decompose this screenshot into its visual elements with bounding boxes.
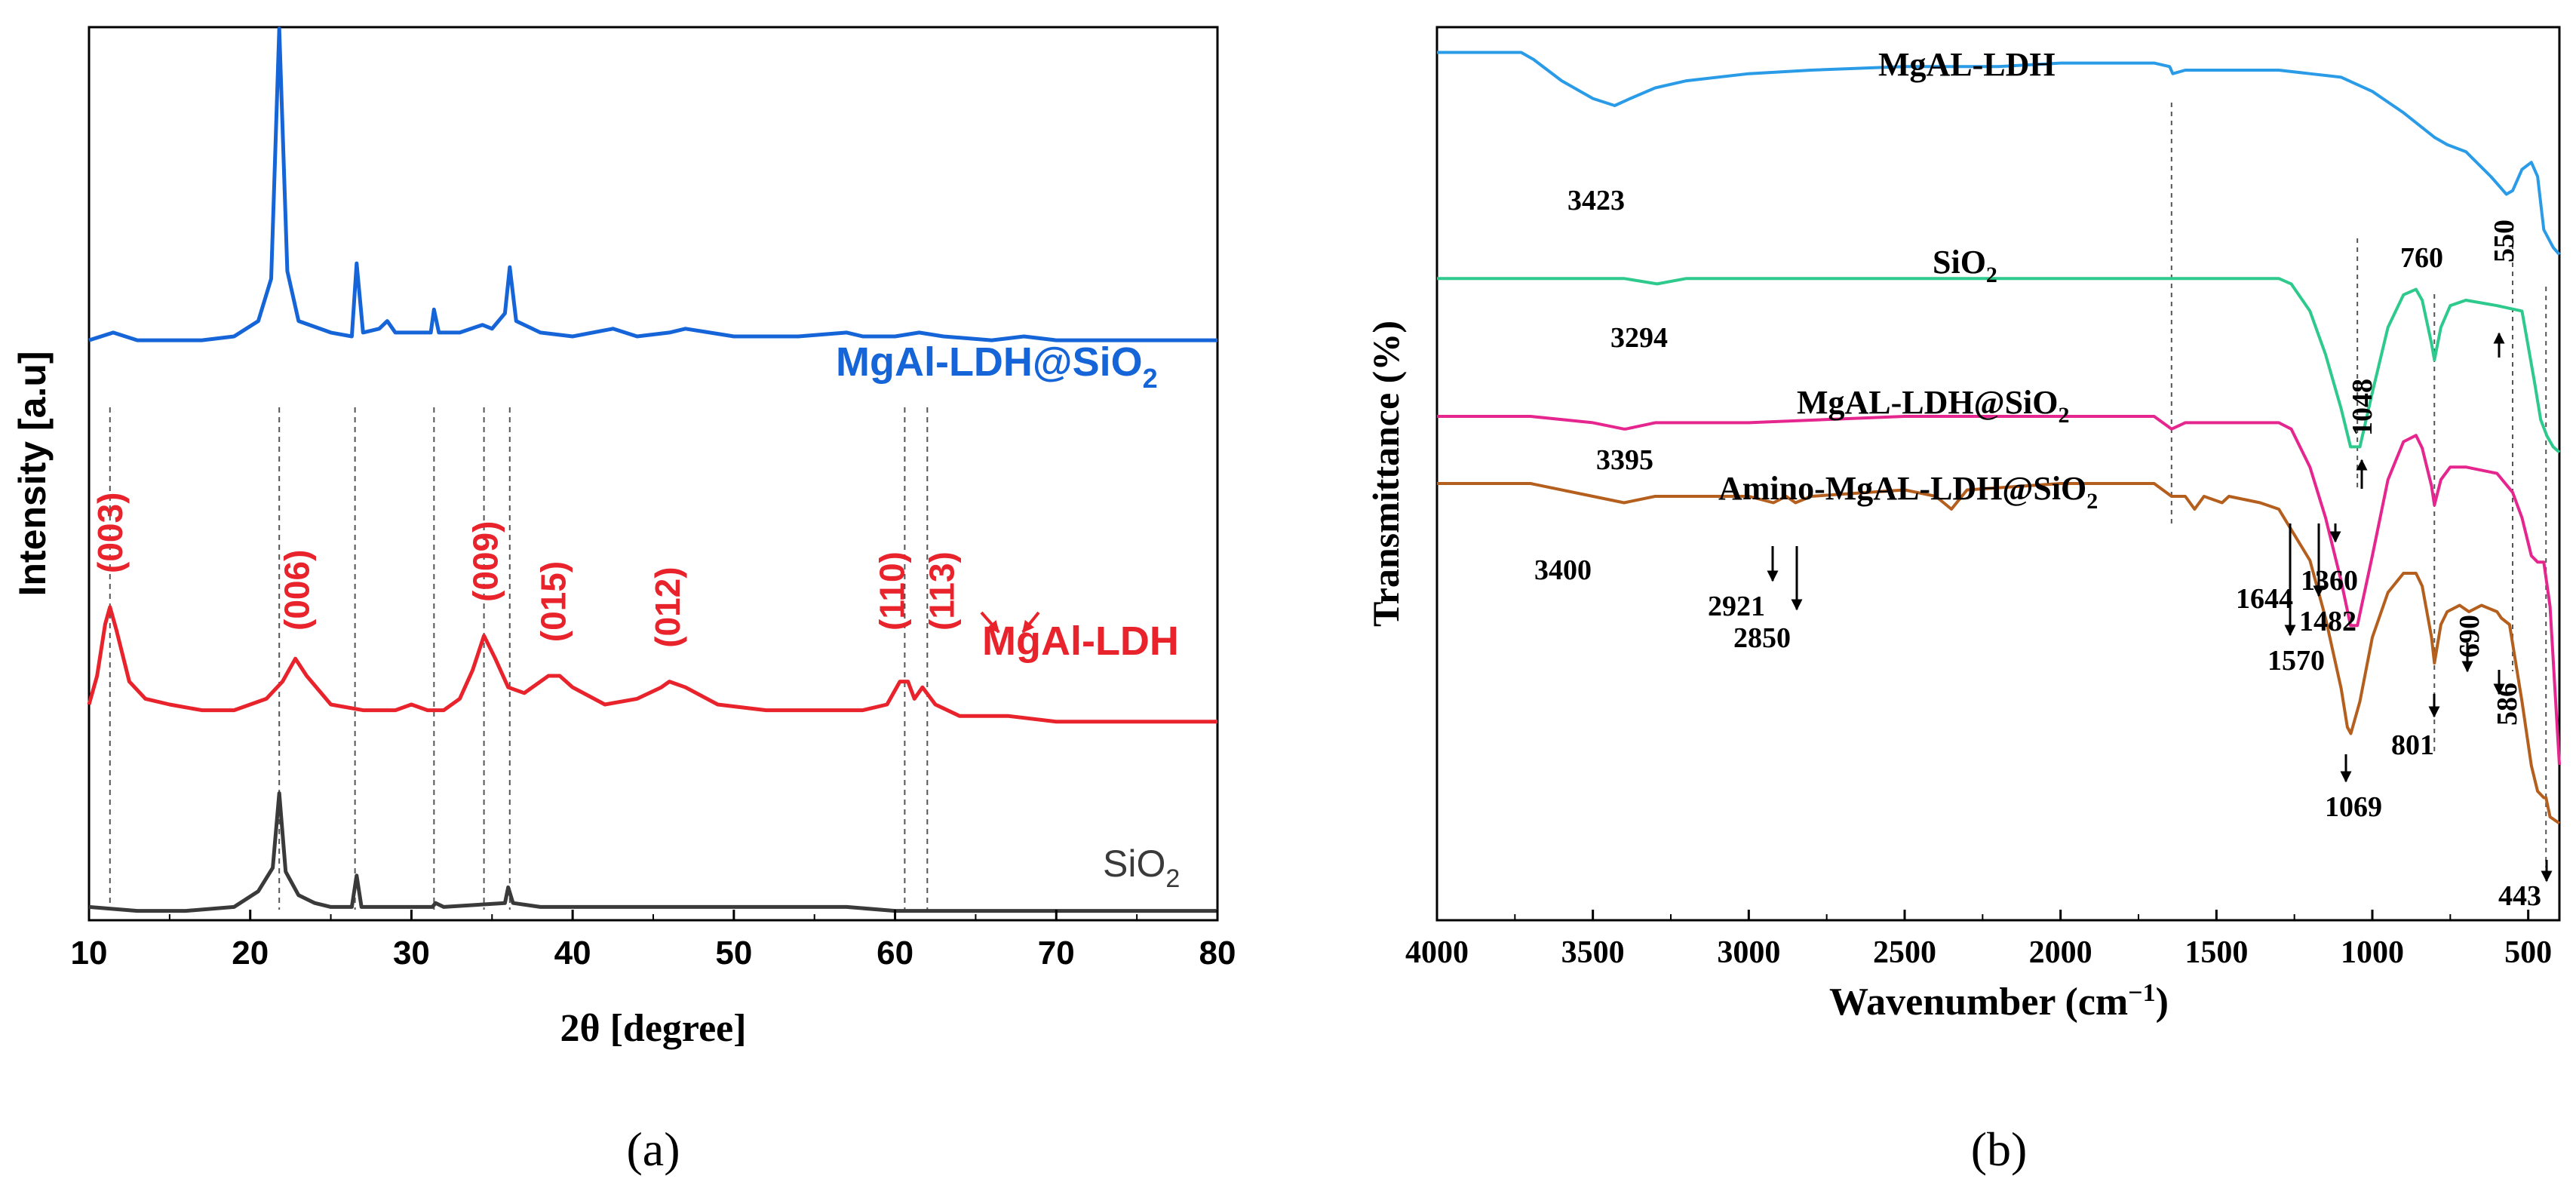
peak-label: (110) xyxy=(872,551,911,631)
band-label-586: 586 xyxy=(2492,683,2523,726)
panel-b-x-tick-label: 3500 xyxy=(1561,935,1625,970)
band-label-1360: 1360 xyxy=(2301,565,2358,597)
panel-b-y-axis-label: Transmittance (%) xyxy=(1365,321,1407,627)
panel-b-series-label-1: MgAL-LDH xyxy=(1878,46,2056,83)
peak-label: (113) xyxy=(923,551,962,631)
panel-a-plot-frame xyxy=(88,26,1219,922)
panel-b-x-tick-label: 1500 xyxy=(2185,935,2248,970)
peak-arrow-110 xyxy=(980,611,1000,634)
panel-a-guide-lines xyxy=(109,407,929,910)
panel-b-plot-frame xyxy=(1435,26,2561,922)
band-label-3423: 3423 xyxy=(1567,185,1625,216)
band-label-801: 801 xyxy=(2391,729,2434,761)
series-sio2-line xyxy=(1437,277,2561,454)
series-sio2-line xyxy=(88,791,1217,913)
panel-b-x-tick-label: 500 xyxy=(2504,935,2552,970)
band-label-2921: 2921 xyxy=(1708,591,1765,622)
panel-b-arrows xyxy=(1767,332,2553,883)
band-label-1048: 1048 xyxy=(2347,379,2378,436)
band-label-1644: 1644 xyxy=(2236,583,2293,615)
panel-a-x-tick-label: 20 xyxy=(232,935,269,972)
panel-a-caption: (a) xyxy=(626,1122,680,1176)
panel-a-peak-labels: (003) (006) (009) (015) (012) (110) (113) xyxy=(91,493,962,648)
panel-a-x-tick-label: 50 xyxy=(715,935,752,972)
peak-arrow-113 xyxy=(1021,611,1040,634)
panel-b-x-axis: 4000 3500 3000 2500 2000 1500 1000 500 xyxy=(1405,910,2552,970)
panel-a-series-group xyxy=(87,26,1217,913)
panel-b-series-label-2: SiO2 xyxy=(1933,244,1997,287)
panel-b-x-tick-label: 2000 xyxy=(2029,935,2092,970)
peak-label: (003) xyxy=(91,493,130,573)
panel-a-series-label-1: MgAl-LDH@SiO2 xyxy=(836,339,1158,394)
panel-a-x-axis: 10 20 30 40 50 60 70 80 xyxy=(71,910,1236,972)
panel-b-ftir-chart: 4000 3500 3000 2500 2000 1500 1000 500 MgAL-LDH… xyxy=(1365,26,2561,1176)
panel-b-series-group xyxy=(1437,51,2561,825)
panel-a-x-tick-label: 60 xyxy=(877,935,913,972)
series-amino-mgal-ldh-sio2-line xyxy=(1437,482,2561,825)
peak-label: (009) xyxy=(466,521,505,602)
panel-a-x-tick-label: 70 xyxy=(1038,935,1075,972)
panel-a-series-label-2: MgAl-LDH xyxy=(982,619,1179,664)
series-mgal-ldh-sio2-line xyxy=(1437,415,2561,766)
panel-b-x-axis-label: Wavenumber (cm−1) xyxy=(1829,979,2169,1024)
panel-b-caption: (b) xyxy=(1971,1122,2028,1176)
panel-b-x-tick-label: 4000 xyxy=(1405,935,1469,970)
band-label-443: 443 xyxy=(2498,880,2541,912)
band-label-3400: 3400 xyxy=(1534,554,1592,586)
panel-a-xrd-chart: 10 20 30 40 50 60 70 80 (003) (006) (009) (015) (01… xyxy=(11,26,1236,1176)
series-mgal-ldh-line xyxy=(87,605,1217,724)
panel-a-series-label-3: SiO2 xyxy=(1103,843,1180,893)
panel-a-x-tick-label: 40 xyxy=(554,935,591,972)
band-label-550: 550 xyxy=(2488,219,2520,262)
band-label-760: 760 xyxy=(2400,242,2443,274)
panel-b-series-label-3: MgAL-LDH@SiO2 xyxy=(1797,384,2070,428)
series-mgal-ldh-sio2-line xyxy=(88,26,1217,342)
peak-label: (015) xyxy=(534,561,573,642)
band-label-1069: 1069 xyxy=(2325,791,2382,823)
panel-b-x-tick-label: 2500 xyxy=(1873,935,1936,970)
peak-label: (012) xyxy=(648,566,687,647)
panel-a-y-axis-label: Intensity [a.u] xyxy=(11,351,54,596)
series-mgal-ldh-line xyxy=(1437,51,2561,256)
band-label-690: 690 xyxy=(2454,615,2485,658)
panel-a-x-tick-label: 10 xyxy=(71,935,108,972)
panel-b-x-tick-label: 3000 xyxy=(1717,935,1780,970)
panel-b-series-label-4: Amino-MgAL-LDH@SiO2 xyxy=(1718,470,2098,514)
panel-b-x-tick-label: 1000 xyxy=(2341,935,2404,970)
band-label-1570: 1570 xyxy=(2267,645,2325,677)
panel-a-x-tick-label: 80 xyxy=(1199,935,1236,972)
panel-b-guide-lines xyxy=(2170,103,2547,867)
panel-a-x-axis-label: 2θ [degree] xyxy=(560,1007,746,1050)
band-label-3395: 3395 xyxy=(1596,444,1653,476)
panel-a-x-tick-label: 30 xyxy=(393,935,430,972)
band-label-2850: 2850 xyxy=(1733,622,1791,654)
band-label-1482: 1482 xyxy=(2299,606,2356,637)
band-label-3294: 3294 xyxy=(1610,322,1668,354)
peak-label: (006) xyxy=(278,550,317,631)
